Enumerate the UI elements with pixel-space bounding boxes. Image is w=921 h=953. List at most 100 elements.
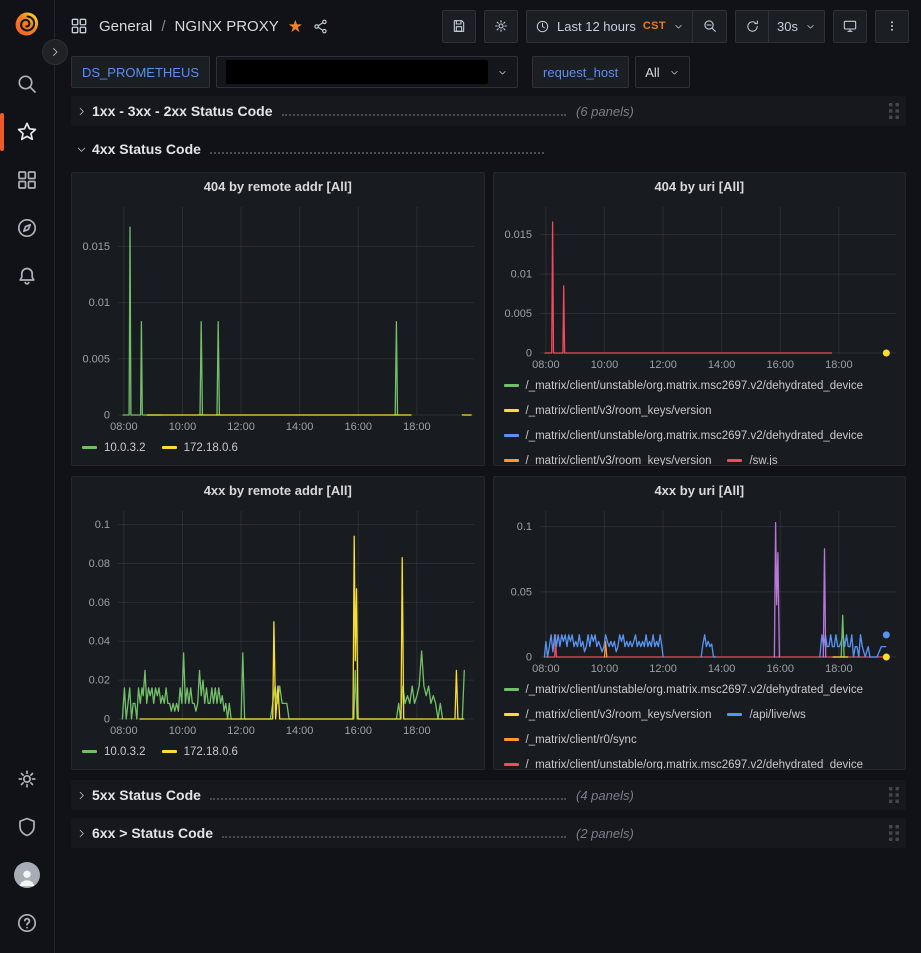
legend-item[interactable]: /_matrix/client/unstable/org.matrix.msc2…	[503, 423, 863, 448]
compass-icon	[17, 218, 37, 238]
refresh-button[interactable]	[735, 9, 770, 43]
variable-label[interactable]: DS_PROMETHEUS	[71, 56, 211, 88]
sidebar-item-configuration[interactable]	[0, 755, 55, 803]
svg-text:14:00: 14:00	[707, 359, 735, 371]
legend-item[interactable]: 10.0.3.2	[82, 739, 146, 764]
row-1xx-3xx-2xx[interactable]: 1xx - 3xx - 2xx Status Code (6 panels)	[71, 96, 906, 126]
row-5xx[interactable]: 5xx Status Code (4 panels)	[71, 780, 906, 810]
sidebar	[0, 0, 55, 953]
dashboard-header: General / NGINX PROXY ★	[55, 0, 921, 52]
time-range-picker[interactable]: Last 12 hours CST	[526, 9, 694, 43]
row-panel-count: (4 panels)	[576, 787, 634, 803]
legend-item[interactable]: 172.18.0.6	[161, 435, 238, 460]
svg-text:08:00: 08:00	[532, 359, 560, 371]
bell-icon	[19, 267, 35, 285]
legend-series-label: /api/live/ws	[749, 708, 806, 721]
share-icon[interactable]	[312, 18, 329, 35]
svg-text:12:00: 12:00	[227, 725, 255, 737]
svg-text:14:00: 14:00	[286, 421, 314, 433]
panel-chart[interactable]: 08:00 10:00 12:00 14:00 16:00 18:00 0 0.005 0.01…	[494, 199, 906, 373]
zoom-out-time-button[interactable]	[693, 9, 728, 43]
legend-item[interactable]: /sw.js	[727, 448, 778, 465]
panel-chart[interactable]: 08:00 10:00 12:00 14:00 16:00 18:00 0 0.02 0.04 0…	[72, 503, 484, 739]
row-title: 4xx Status Code	[92, 141, 201, 157]
legend-item[interactable]: /_matrix/client/unstable/org.matrix.msc2…	[503, 677, 864, 702]
legend-item[interactable]: 172.18.0.6	[161, 739, 238, 764]
legend-item[interactable]: /_matrix/client/v3/room_keys/version	[503, 398, 711, 423]
refresh-interval-label: 30s	[777, 18, 798, 34]
row-6xx[interactable]: 6xx > Status Code (2 panels)	[71, 818, 906, 848]
breadcrumb-dashboard[interactable]: NGINX PROXY	[174, 17, 279, 35]
legend-item[interactable]: /_matrix/client/unstable/org.matrix.msc2…	[503, 373, 863, 398]
row-title: 1xx - 3xx - 2xx Status Code	[92, 103, 273, 119]
sidebar-expand-button[interactable]	[42, 39, 68, 65]
row-drag-handle[interactable]	[888, 824, 900, 842]
variable-ds-prometheus: DS_PROMETHEUS	[71, 56, 519, 88]
legend-item[interactable]: /_matrix/client/v3/room_keys/version	[503, 448, 711, 465]
sidebar-item-search[interactable]	[0, 60, 55, 108]
row-4xx[interactable]: 4xx Status Code	[71, 134, 906, 164]
sidebar-item-starred[interactable]	[0, 108, 55, 156]
variable-label[interactable]: request_host	[532, 56, 630, 88]
sidebar-item-explore[interactable]	[0, 204, 55, 252]
more-options-button[interactable]	[875, 9, 909, 43]
svg-text:14:00: 14:00	[286, 725, 314, 737]
chevron-down-icon	[807, 24, 814, 28]
search-icon	[18, 75, 36, 93]
help-icon	[17, 913, 37, 933]
chevron-right-icon	[53, 48, 58, 56]
sidebar-item-help[interactable]	[0, 899, 55, 947]
svg-text:0.015: 0.015	[82, 241, 110, 253]
refresh-interval-picker[interactable]: 30s	[769, 9, 825, 43]
svg-text:14:00: 14:00	[707, 663, 735, 675]
legend-item[interactable]: /_matrix/client/r0/sync	[503, 727, 637, 752]
shield-icon	[19, 817, 35, 837]
time-controls: Last 12 hours CST	[526, 9, 728, 43]
sidebar-item-alerting[interactable]	[0, 252, 55, 300]
dashboard-toolbar: Last 12 hours CST	[442, 9, 909, 43]
panel-chart[interactable]: 08:00 10:00 12:00 14:00 16:00 18:00 0 0.05 0.1	[494, 503, 906, 677]
row-drag-handle[interactable]	[888, 786, 900, 804]
breadcrumb-folder[interactable]: General	[99, 17, 153, 35]
svg-text:0.04: 0.04	[89, 636, 110, 648]
legend-item[interactable]: 10.0.3.2	[82, 435, 146, 460]
time-range-label: Last 12 hours	[557, 18, 636, 34]
legend-item[interactable]: /_matrix/client/v3/room_keys/version	[503, 702, 711, 727]
legend-series-label: 10.0.3.2	[104, 745, 146, 758]
panel-title[interactable]: 4xx by remote addr [All]	[203, 482, 352, 498]
svg-text:16:00: 16:00	[344, 421, 372, 433]
panel-chart[interactable]: 08:00 10:00 12:00 14:00 16:00 18:00 0 0.005 0.01…	[72, 199, 484, 435]
save-icon	[453, 20, 465, 32]
sidebar-item-server-admin[interactable]	[0, 803, 55, 851]
favorite-star-icon[interactable]: ★	[287, 16, 303, 36]
row-panel-count: (2 panels)	[576, 825, 634, 841]
svg-text:0.1: 0.1	[95, 519, 110, 531]
panel-404-by-uri: 404 by uri [All] 08:00 10:00 12:00 14:00 16:…	[492, 172, 906, 466]
legend-series-label: /_matrix/client/unstable/org.matrix.msc2…	[525, 683, 864, 696]
svg-text:18:00: 18:00	[403, 725, 431, 737]
row-drag-handle[interactable]	[888, 102, 900, 120]
svg-text:0.005: 0.005	[504, 308, 532, 320]
grafana-logo[interactable]	[12, 9, 42, 44]
svg-text:12:00: 12:00	[649, 359, 677, 371]
legend-series-color	[82, 750, 97, 753]
panel-title[interactable]: 404 by uri [All]	[654, 178, 745, 194]
svg-text:0.06: 0.06	[89, 597, 110, 609]
svg-text:0.005: 0.005	[82, 353, 110, 365]
legend-item[interactable]: /api/live/ws	[727, 702, 806, 727]
datasource-select[interactable]	[216, 56, 519, 88]
request-host-select[interactable]: All	[635, 56, 690, 88]
panel-title[interactable]: 4xx by uri [All]	[654, 482, 745, 498]
legend-item[interactable]: /_matrix/client/unstable/org.matrix.msc2…	[503, 752, 863, 769]
zoom-out-icon	[703, 20, 716, 32]
panel-title[interactable]: 404 by remote addr [All]	[203, 178, 352, 194]
legend-series-color	[503, 763, 519, 766]
sidebar-item-dashboards[interactable]	[0, 156, 55, 204]
dashboard-settings-button[interactable]	[484, 9, 519, 43]
row-dotted-leader	[281, 114, 566, 116]
variable-request-host: request_host All	[532, 56, 690, 88]
sidebar-item-profile[interactable]	[0, 851, 55, 899]
save-dashboard-button[interactable]	[442, 9, 477, 43]
tv-mode-button[interactable]	[833, 9, 867, 43]
svg-text:08:00: 08:00	[110, 421, 138, 433]
